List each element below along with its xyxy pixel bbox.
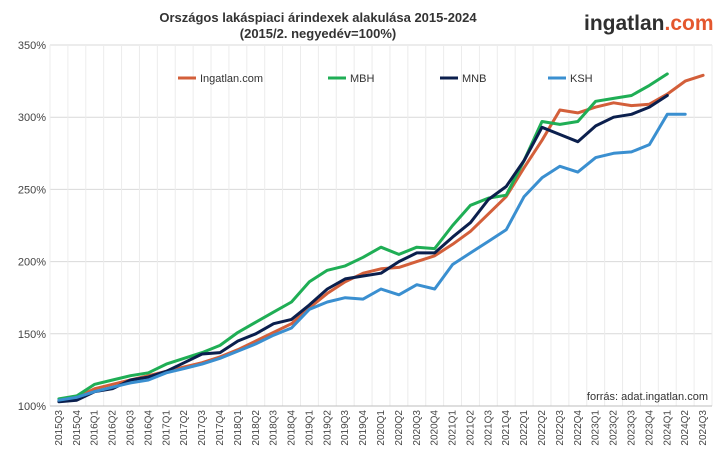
- x-tick-label: 2020Q3: [412, 410, 423, 446]
- x-tick-label: 2024Q1: [662, 410, 673, 446]
- x-tick-label: 2020Q4: [430, 410, 441, 446]
- x-tick-label: 2015Q3: [54, 410, 65, 446]
- logo: ingatlan.com: [584, 12, 714, 35]
- svg-text:ingatlan.com: ingatlan.com: [584, 12, 714, 35]
- x-tick-label: 2023Q3: [626, 410, 637, 446]
- source-note: forrás: adat.ingatlan.com: [587, 391, 708, 403]
- logo-name: ingatlan: [584, 12, 665, 35]
- x-tick-label: 2017Q4: [215, 410, 226, 446]
- x-tick-label: 2021Q3: [483, 410, 494, 446]
- x-tick-label: 2020Q1: [376, 410, 387, 446]
- x-tick-label: 2023Q2: [609, 410, 620, 446]
- x-tick-label: 2021Q1: [448, 410, 459, 446]
- y-tick-label: 100%: [18, 401, 46, 413]
- x-tick-label: 2022Q2: [537, 410, 548, 446]
- x-tick-label: 2016Q1: [90, 410, 101, 446]
- x-axis-ticks: 2015Q3 2015Q4 2016Q1 2016Q2 2016Q3 2016Q4 2017…: [54, 410, 709, 446]
- legend: Ingatlan.com MBH MNB KSH: [178, 73, 593, 85]
- x-tick-label: 2021Q4: [501, 410, 512, 446]
- x-tick-label: 2023Q4: [644, 410, 655, 446]
- x-tick-label: 2019Q2: [322, 410, 333, 446]
- x-tick-label: 2018Q2: [251, 410, 262, 446]
- x-tick-label: 2017Q1: [161, 410, 172, 446]
- logo-suffix: .com: [665, 12, 714, 35]
- x-tick-label: 2018Q4: [287, 410, 298, 446]
- y-tick-label: 350%: [18, 40, 46, 52]
- x-tick-label: 2020Q2: [394, 410, 405, 446]
- legend-label-ksh: KSH: [570, 73, 593, 85]
- legend-label-mbh: MBH: [350, 73, 375, 85]
- series-line-ingatlan-com: [57, 73, 705, 402]
- y-tick-label: 200%: [18, 257, 46, 269]
- series-line-ksh: [57, 112, 687, 402]
- x-tick-label: 2022Q3: [555, 410, 566, 446]
- x-tick-label: 2023Q1: [591, 410, 602, 446]
- legend-label-mnb: MNB: [462, 73, 486, 85]
- series-line-mbh: [57, 72, 669, 401]
- x-tick-label: 2016Q3: [126, 410, 137, 446]
- x-tick-label: 2019Q3: [340, 410, 351, 446]
- x-tick-label: 2017Q2: [179, 410, 190, 446]
- x-tick-label: 2016Q4: [143, 410, 154, 446]
- y-axis-ticks: 100% 150% 200% 250% 300% 350%: [18, 40, 46, 413]
- x-tick-label: 2017Q3: [197, 410, 208, 446]
- x-tick-label: 2019Q4: [358, 410, 369, 446]
- x-tick-label: 2015Q4: [72, 410, 83, 446]
- y-tick-label: 300%: [18, 112, 46, 124]
- x-tick-label: 2021Q2: [465, 410, 476, 446]
- chart-subtitle: (2015/2. negyedév=100%): [240, 26, 396, 41]
- x-tick-label: 2018Q3: [269, 410, 280, 446]
- series-line-mnb: [57, 94, 669, 404]
- x-tick-label: 2019Q1: [304, 410, 315, 446]
- legend-label-ingatlan-com: Ingatlan.com: [200, 73, 263, 85]
- y-tick-label: 150%: [18, 329, 46, 341]
- chart-title: Országos lakáspiaci árindexek alakulása …: [159, 10, 477, 25]
- x-tick-label: 2018Q1: [233, 410, 244, 446]
- x-tick-label: 2024Q2: [680, 410, 691, 446]
- y-tick-label: 250%: [18, 184, 46, 196]
- x-tick-label: 2016Q2: [108, 410, 119, 446]
- x-tick-label: 2024Q3: [698, 410, 709, 446]
- x-tick-label: 2022Q4: [573, 410, 584, 446]
- grid: [49, 44, 713, 407]
- series-lines: [57, 72, 705, 404]
- x-tick-label: 2022Q1: [519, 410, 530, 446]
